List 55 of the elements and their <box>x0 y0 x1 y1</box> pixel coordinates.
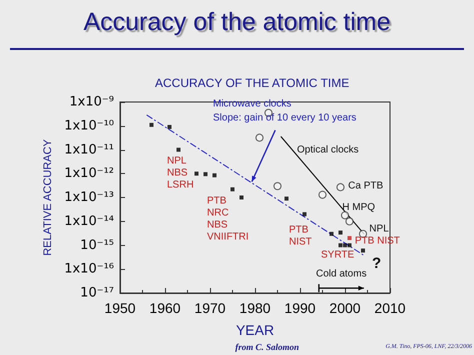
x-axis-title: YEAR <box>236 322 274 338</box>
point <box>338 243 342 248</box>
y-tick-label: 1x10⁻¹⁶ <box>64 262 114 277</box>
annotation: Cold atoms <box>316 268 367 280</box>
y-tick-label: 1x10⁻¹³ <box>64 190 114 205</box>
point <box>256 134 264 142</box>
point <box>346 217 354 226</box>
point <box>284 196 288 201</box>
point <box>338 230 342 235</box>
x-tick-label: 1950 <box>104 300 136 316</box>
point <box>302 212 306 216</box>
annotation: Slope: gain of 10 every 10 years <box>213 112 356 124</box>
x-tick-label: 2010 <box>374 300 406 316</box>
point <box>348 236 352 240</box>
chart-subtitle: ACCURACY OF THE ATOMIC TIME <box>155 76 350 90</box>
annotation: H MPQ <box>342 202 376 213</box>
text: from C. Salomon <box>235 342 299 352</box>
x-tick-label: 2000 <box>329 300 361 316</box>
y-axis-title: RELATIVE ACCURACY <box>42 138 54 256</box>
y-tick-label: 1x10⁻¹² <box>64 166 114 182</box>
point <box>274 182 282 190</box>
point <box>212 173 216 178</box>
annotation: Ca PTB <box>348 180 384 192</box>
y-tick-label: 10⁻¹⁵ <box>80 238 114 253</box>
point <box>330 232 334 236</box>
y-tick-label: 1x10⁻¹⁰ <box>64 118 114 134</box>
annotation: SYRTE <box>321 250 354 260</box>
y-tick-label: 10⁻¹⁷ <box>80 286 114 300</box>
point <box>341 211 349 220</box>
point <box>240 196 244 200</box>
point <box>194 172 198 176</box>
point <box>343 243 347 248</box>
annotation: PTB NIST <box>289 224 312 248</box>
point <box>361 248 365 253</box>
point <box>318 190 326 199</box>
x-tick-label: 1960 <box>149 300 181 316</box>
chart-title: Accuracy of the atomic time <box>82 8 392 37</box>
annotation: NPL NBS LSRH <box>167 156 194 190</box>
x-tick-label: 1980 <box>239 300 271 316</box>
y-tick-label: 1x10⁻¹¹ <box>64 142 114 158</box>
point <box>176 148 180 152</box>
point <box>230 187 234 192</box>
annotation: NPL <box>369 223 390 234</box>
point <box>336 183 344 192</box>
point <box>150 122 154 127</box>
point <box>168 124 172 129</box>
annotation: PTB NRC NBS VNIIFTRI <box>207 196 249 242</box>
y-tick-label: 1x10⁻¹⁴ <box>64 214 114 229</box>
annotation: ? <box>372 255 382 272</box>
annotation: Optical clocks <box>297 144 359 156</box>
point <box>204 172 208 176</box>
x-tick-label: 1990 <box>284 300 316 316</box>
point <box>348 243 352 248</box>
x-tick-label: 1970 <box>194 300 226 316</box>
y-tick-label: 1x10⁻⁹ <box>69 94 114 110</box>
